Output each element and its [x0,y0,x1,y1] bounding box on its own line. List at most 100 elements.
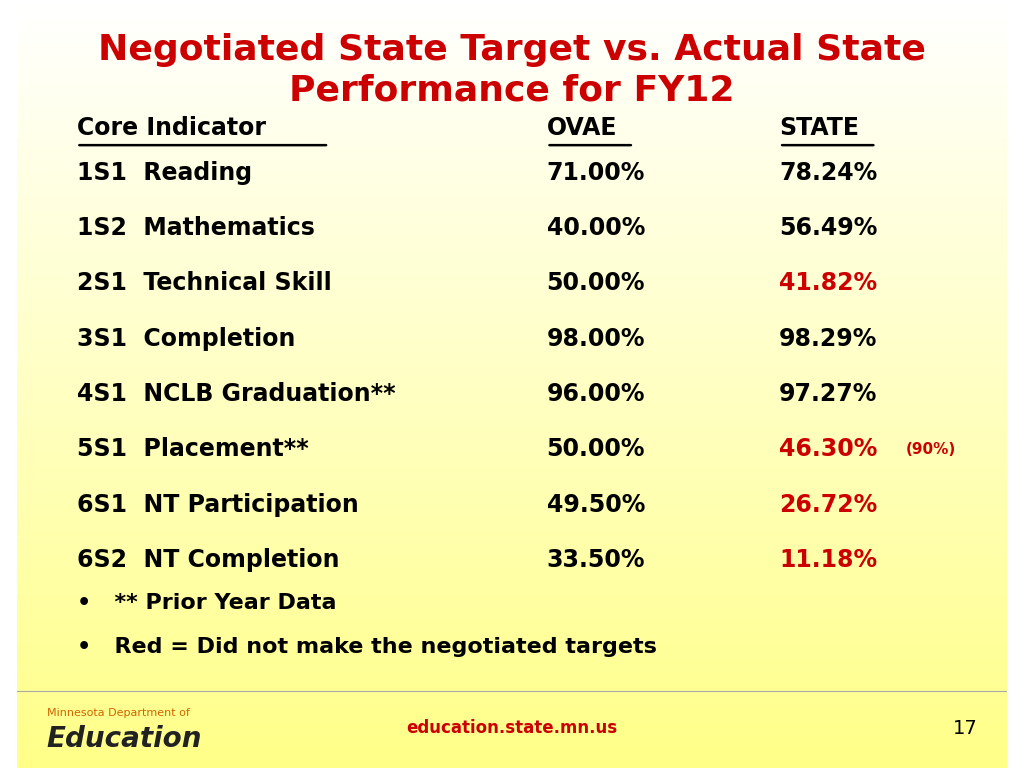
Bar [17,707,1007,709]
Bar [17,44,1007,46]
Bar [17,509,1007,512]
Bar [17,425,1007,428]
Bar [17,558,1007,561]
Text: 50.00%: 50.00% [547,271,645,296]
Bar [17,681,1007,684]
Bar [17,202,1007,205]
Text: 33.50%: 33.50% [547,548,645,572]
Bar [17,48,1007,51]
Bar [17,23,1007,25]
Text: 11.18%: 11.18% [779,548,878,572]
Bar [17,712,1007,714]
Bar [17,576,1007,578]
Bar [17,528,1007,530]
Bar [17,294,1007,297]
Bar [17,389,1007,392]
Bar [17,517,1007,520]
Text: education.state.mn.us: education.state.mn.us [407,719,617,737]
Bar [17,205,1007,207]
Bar [17,701,1007,704]
Bar [17,432,1007,435]
Bar [17,220,1007,223]
Bar [17,443,1007,445]
Bar [17,699,1007,701]
Bar [17,328,1007,330]
Bar [17,689,1007,691]
Bar [17,263,1007,266]
Bar [17,551,1007,553]
Bar [17,179,1007,182]
Bar [17,71,1007,74]
Bar [17,676,1007,678]
Bar [17,655,1007,658]
Bar [17,200,1007,202]
Bar [17,386,1007,389]
Bar [17,302,1007,305]
Bar [17,343,1007,346]
Bar [17,371,1007,374]
Text: 1S2  Mathematics: 1S2 Mathematics [77,216,314,240]
Bar [17,407,1007,409]
Bar [17,187,1007,190]
Bar [17,38,1007,41]
Bar [17,74,1007,77]
Bar [17,451,1007,453]
Bar [17,532,1007,535]
Bar [17,305,1007,307]
Bar [17,614,1007,617]
Bar [17,243,1007,246]
Bar [17,753,1007,755]
Bar [17,105,1007,108]
Bar [17,428,1007,430]
Bar [17,228,1007,230]
Bar [17,732,1007,735]
Bar [17,571,1007,574]
Bar [17,0,1007,2]
Bar [17,2,1007,5]
Bar [17,520,1007,522]
Bar [17,538,1007,540]
Bar [17,730,1007,732]
Bar [17,128,1007,131]
Bar [17,146,1007,148]
Bar [17,369,1007,371]
Bar [17,154,1007,156]
Bar [17,108,1007,110]
Bar [17,737,1007,740]
Bar [17,353,1007,356]
Text: 49.50%: 49.50% [547,492,645,517]
Bar [17,586,1007,589]
Bar [17,144,1007,146]
Bar [17,466,1007,468]
Bar [17,430,1007,432]
Bar [17,230,1007,233]
Bar [17,253,1007,256]
Bar [17,507,1007,509]
Bar [17,159,1007,161]
Bar [17,323,1007,325]
Bar [17,15,1007,18]
Bar [17,320,1007,323]
Bar [17,760,1007,763]
Bar [17,412,1007,415]
Text: 98.00%: 98.00% [547,326,645,351]
Bar [17,59,1007,61]
Text: 4S1  NCLB Graduation**: 4S1 NCLB Graduation** [77,382,395,406]
Bar [17,394,1007,397]
Bar [17,597,1007,599]
Bar [17,763,1007,766]
Bar [17,125,1007,128]
Bar [17,233,1007,236]
Bar [17,399,1007,402]
Bar [17,409,1007,412]
Text: STATE: STATE [779,116,859,141]
Bar [17,515,1007,517]
Bar [17,674,1007,676]
Bar [17,141,1007,144]
Text: 50.00%: 50.00% [547,437,645,462]
Bar [17,167,1007,169]
Bar [17,497,1007,499]
Bar [17,622,1007,624]
Bar [17,330,1007,333]
Bar [17,486,1007,489]
